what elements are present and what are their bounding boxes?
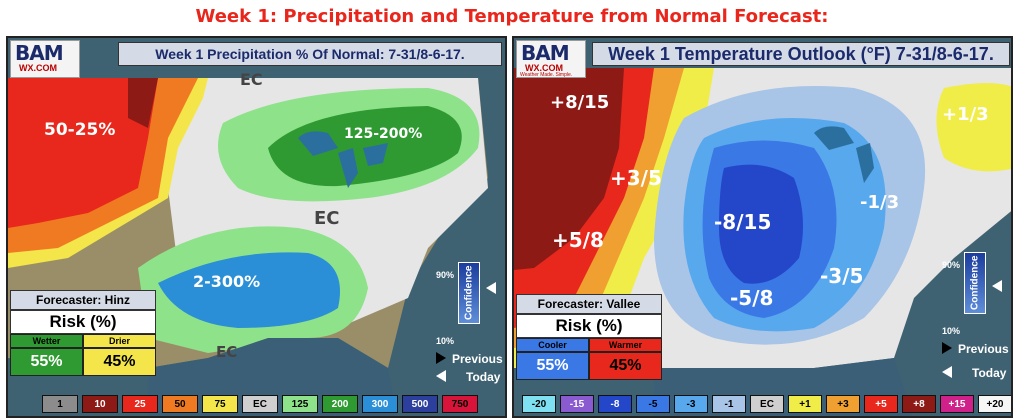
wetter-value: 55% [10,348,83,376]
precip-scale-swatch-7: 200 [322,395,358,413]
today-arrow-icon[interactable] [942,366,952,378]
confidence-pointer-icon [486,282,496,294]
risk-title: Risk (%) [516,314,662,338]
cooler-value: 55% [516,352,589,380]
precip-scale-swatch-1: 10 [82,395,118,413]
temp-scale-swatch-1: -15 [560,395,594,413]
confidence-low: 10% [436,336,455,346]
confidence-high: 90% [942,260,961,270]
region-label-ec-east: EC [314,208,340,229]
logo-text: BAM [15,41,64,65]
cooler-label: Cooler [516,338,589,352]
precip-scale-swatch-10: 750 [442,395,478,413]
today-link[interactable]: Today [466,370,501,384]
temp-scale-swatch-6: EC [750,395,784,413]
today-link[interactable]: Today [972,366,1007,380]
logo-tagline: Weather Made. Simple. [520,72,573,78]
confidence-high: 90% [436,270,455,280]
region-label-west: 50-25% [44,120,116,140]
precip-scale-swatch-5: EC [242,395,278,413]
region-label-south: -5/8 [730,286,774,310]
region-label-southeast: -3/5 [820,264,864,288]
region-label-plains: -8/15 [714,210,772,234]
confidence-bar: Confidence [964,252,986,314]
temp-color-scale: -20 -15 -8 -5 -3 -1 EC +1 +3 +5 +8 +15 +20 [522,394,1011,414]
previous-link[interactable]: Previous [958,342,1009,356]
logo-text: BAM [521,41,570,65]
page-title: Week 1: Precipitation and Temperature fr… [195,6,829,27]
confidence-pointer-icon [992,280,1002,292]
precip-scale-swatch-3: 50 [162,395,198,413]
confidence-bar: Confidence [458,262,480,324]
today-arrow-icon[interactable] [436,370,446,382]
region-label-northeast-cool: -1/3 [860,192,900,213]
bam-logo: BAM WX.COM [10,40,80,78]
region-label-ec-gulf: EC [216,343,238,361]
precip-scale-swatch-2: 25 [122,395,158,413]
temp-scale-swatch-4: -3 [674,395,708,413]
region-label-ec-north: EC [240,70,263,89]
precip-scale-swatch-8: 300 [362,395,398,413]
temp-scale-swatch-0: -20 [522,395,556,413]
forecaster-label: Forecaster: Vallee [516,294,662,314]
region-label-sw: +5/8 [552,228,604,252]
precip-scale-swatch-6: 125 [282,395,318,413]
wetter-label: Wetter [10,334,83,348]
warmer-label: Warmer [589,338,662,352]
temp-scale-swatch-8: +3 [826,395,860,413]
temp-scale-swatch-9: +5 [864,395,898,413]
temp-scale-swatch-12: +20 [978,395,1011,413]
previous-link[interactable]: Previous [452,352,503,366]
precip-scale-swatch-4: 75 [202,395,238,413]
precipitation-map [8,38,505,416]
logo-site: WX.COM [19,63,57,73]
previous-arrow-icon[interactable] [942,342,952,354]
warmer-value: 45% [589,352,662,380]
precip-color-scale: 1 10 25 50 75 EC 125 200 300 500 750 [42,394,482,414]
precip-scale-swatch-9: 500 [402,395,438,413]
drier-value: 45% [83,348,156,376]
region-label-ne: +1/3 [942,104,989,125]
temperature-panel: BAM WX.COM Weather Made. Simple. Week 1 … [512,36,1013,418]
previous-arrow-icon[interactable] [436,352,446,364]
temp-scale-swatch-5: -1 [712,395,746,413]
temp-scale-swatch-7: +1 [788,395,822,413]
temp-scale-swatch-2: -8 [598,395,632,413]
map-header: Week 1 Precipitation % Of Normal: 7-31/8… [118,42,502,66]
temp-scale-swatch-11: +15 [940,395,974,413]
region-label-great-lakes: 125-200% [344,126,423,142]
precipitation-panel: BAM WX.COM Week 1 Precipitation % Of Nor… [6,36,507,418]
map-header: Week 1 Temperature Outlook (°F) 7-31/8-6… [592,42,1010,66]
region-label-mid-west: +3/5 [610,166,662,190]
precip-scale-swatch-0: 1 [42,395,78,413]
drier-label: Drier [83,334,156,348]
bam-logo: BAM WX.COM Weather Made. Simple. [516,40,586,78]
temp-scale-swatch-3: -5 [636,395,670,413]
forecaster-label: Forecaster: Hinz [10,290,156,310]
temp-scale-swatch-10: +8 [902,395,936,413]
region-label-south: 2-300% [193,272,261,291]
region-label-nw: +8/15 [550,92,610,113]
logo-site: WX.COM [525,63,563,73]
confidence-low: 10% [942,326,961,336]
risk-title: Risk (%) [10,310,156,334]
